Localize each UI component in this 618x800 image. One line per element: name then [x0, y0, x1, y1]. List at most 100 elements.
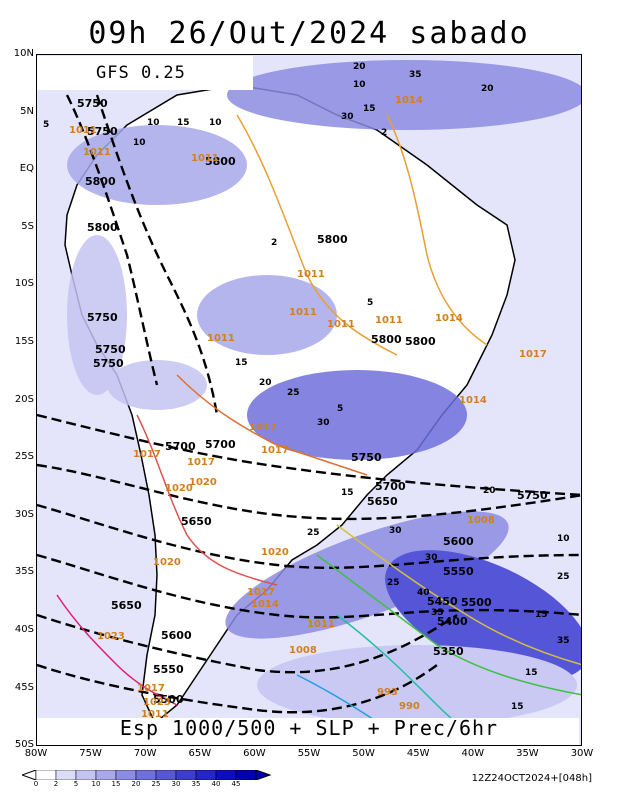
lat-tick-label: 5S [21, 220, 34, 232]
precip-label: 40 [417, 588, 430, 598]
pressure-label: 1008 [289, 645, 317, 656]
thickness-label: 5750 [517, 489, 548, 502]
precip-label: 25 [307, 528, 320, 538]
thickness-contours [37, 94, 581, 714]
thickness-label: 5800 [85, 175, 116, 188]
lat-tick-label: 15S [14, 336, 34, 347]
colorbar-segment [135, 770, 157, 780]
precip-label: 10 [557, 534, 570, 544]
thickness-label: 5450 [427, 595, 458, 608]
colorbar-segment [195, 770, 217, 780]
precip-label: 25 [387, 578, 400, 588]
thickness-label: 5800 [371, 333, 402, 346]
lat-tick-label: 40S [14, 624, 34, 635]
precip-label: 2 [271, 238, 277, 248]
precip-label: 15 [363, 104, 376, 114]
lon-tick-label: 35W [516, 748, 539, 759]
precip-label: 5 [337, 404, 343, 414]
precip-label: 30 [341, 112, 354, 122]
lon-tick-label: 60W [243, 748, 266, 759]
pressure-label: 1014 [251, 599, 279, 610]
lon-tick-label: 65W [188, 748, 212, 759]
precip-label: 15 [525, 668, 538, 678]
precip-label: 2 [381, 128, 387, 138]
precip-label: 25 [287, 388, 300, 398]
precip-label: 5 [43, 120, 49, 130]
precip-label: 10 [209, 118, 222, 128]
lat-tick-label: 10N [13, 48, 34, 59]
pressure-label: 1017 [261, 445, 289, 456]
precip-label: 35 [409, 70, 422, 80]
lat-tick-label: 45S [14, 681, 34, 693]
lat-tick-label: 30S [14, 508, 34, 520]
colorbar-tick-label: 20 [131, 780, 141, 788]
model-box [37, 56, 253, 90]
thickness-label: 5550 [443, 565, 474, 578]
precip-label: 30 [425, 553, 438, 563]
colorbar-tick-label: 30 [171, 780, 181, 788]
colorbar-segment [95, 770, 117, 780]
pressure-label: 1011 [289, 307, 317, 318]
pressure-label: 1017 [133, 449, 161, 460]
thickness-label: 5600 [443, 535, 474, 548]
colorbar-segment [55, 770, 77, 780]
thickness-label: 5700 [375, 480, 406, 493]
lon-tick-label: 40W [461, 748, 485, 759]
colorbar-tick-label: 0 [33, 780, 39, 788]
map-title: 09h 26/Out/2024 sabado [88, 16, 530, 51]
thickness-label: 5750 [95, 343, 126, 356]
pressure-label: 1014 [395, 95, 423, 106]
colorbar-tick-label: 5 [73, 780, 79, 788]
precip-label: 15 [177, 118, 190, 128]
lat-tick-label: 50S [14, 739, 34, 751]
precip-label: 10 [353, 80, 366, 90]
pressure-label: 1011 [69, 125, 97, 136]
precip-colorbar [22, 770, 272, 780]
pressure-label: 990 [399, 701, 420, 712]
lat-tick-label: 5N [20, 105, 34, 117]
colorbar-tick-label: 10 [91, 780, 101, 788]
thickness-label: 5550 [153, 663, 184, 676]
thickness-label: 5600 [161, 629, 192, 642]
lat-tick-label: 10S [14, 278, 34, 290]
lat-tick-label: EQ [19, 163, 34, 175]
lat-tick-label: 20S [14, 393, 34, 405]
colorbar-segment [115, 770, 137, 780]
pressure-label: 1011 [297, 269, 325, 280]
precip-label: 15 [235, 358, 248, 368]
thickness-label: 5700 [165, 440, 196, 453]
precip-label: 15 [511, 702, 524, 712]
precip-label: 30 [389, 526, 402, 536]
thickness-label: 5350 [433, 645, 464, 658]
thickness-label: 5750 [93, 357, 124, 370]
colorbar-tick-label: 45 [231, 780, 241, 788]
colorbar-arrow-right [255, 770, 272, 780]
colorbar-tick-label: 25 [151, 780, 161, 788]
thickness-label: 5650 [367, 495, 398, 508]
precip-label: 10 [147, 118, 160, 128]
pressure-label: 1014 [459, 395, 487, 406]
pressure-label: 1011 [141, 709, 169, 720]
pressure-label: 1023 [97, 631, 125, 642]
lat-tick-label: 35S [14, 566, 34, 578]
pressure-label: 1011 [191, 153, 219, 164]
colorbar-segment [75, 770, 97, 780]
caption-box [37, 718, 579, 745]
precip-label: 20 [259, 378, 272, 388]
pressure-label: 993 [377, 687, 398, 698]
colorbar-segment [175, 770, 197, 780]
precip-label: 25 [557, 572, 570, 582]
pressure-label: 1014 [435, 313, 463, 324]
precip-label: 20 [483, 486, 496, 496]
thickness-label: 5500 [461, 596, 492, 609]
thickness-label: 5650 [111, 599, 142, 612]
pressure-label: 1011 [83, 147, 111, 158]
pressure-label: 1020 [153, 557, 181, 568]
thickness-label: 5800 [317, 233, 348, 246]
thickness-label: 5800 [87, 221, 118, 234]
precip-label: 10 [133, 138, 146, 148]
colorbar-segment [35, 770, 57, 780]
pressure-label: 1017 [137, 683, 165, 694]
pressure-label: 1011 [307, 619, 335, 630]
weather-map: 5750 5750 5800 5800 5800 5800 5800 5750 5750 5800… [36, 54, 582, 746]
